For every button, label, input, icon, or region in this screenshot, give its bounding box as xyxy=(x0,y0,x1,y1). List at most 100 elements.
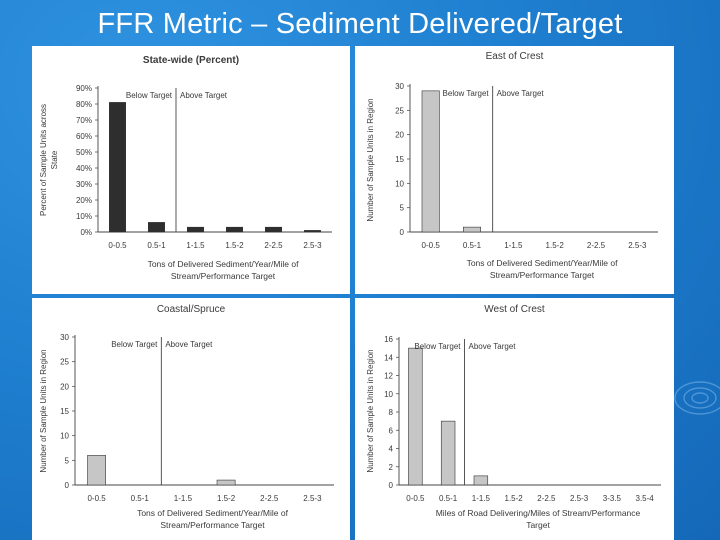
y-tick-label: 0 xyxy=(400,228,405,237)
x-tick-label: 2.5-3 xyxy=(570,494,589,503)
y-tick-label: 90% xyxy=(76,84,92,93)
x-tick-label: 0-0.5 xyxy=(87,494,106,503)
y-tick-label: 60% xyxy=(76,132,92,141)
water-ripple-decoration xyxy=(674,381,720,415)
bar-0-0.5 xyxy=(109,102,126,233)
y-tick-label: 50% xyxy=(76,148,92,157)
y-tick-label: 80% xyxy=(76,100,92,109)
y-tick-label: 5 xyxy=(400,204,405,213)
x-tick-label: 0-0.5 xyxy=(422,241,441,250)
y-tick-label: 40% xyxy=(76,164,92,173)
x-tick-label: 0.5-1 xyxy=(463,241,482,250)
x-tick-label: 1.5-2 xyxy=(505,494,524,503)
slide-title: FFR Metric – Sediment Delivered/Target xyxy=(97,8,623,40)
bar-2.5-3 xyxy=(304,230,321,233)
y-tick-label: 20 xyxy=(395,131,404,140)
bar-0.5-1 xyxy=(463,226,481,233)
bar-0.5-1 xyxy=(148,222,165,233)
bar-0-0.5 xyxy=(87,455,106,486)
x-tick-label: 2-2.5 xyxy=(264,241,283,250)
x-tick-label: 2-2.5 xyxy=(260,494,279,503)
y-axis-label: Number of Sample Units in Region xyxy=(366,98,375,221)
y-tick-label: 14 xyxy=(384,353,393,362)
y-tick-label: 30% xyxy=(76,180,92,189)
y-tick-label: 10 xyxy=(384,390,393,399)
x-tick-label: 1.5-2 xyxy=(217,494,236,503)
y-axis-label: Number of Sample Units in Region xyxy=(39,349,48,472)
y-tick-label: 20% xyxy=(76,196,92,205)
y-tick-label: 4 xyxy=(389,445,394,454)
y-tick-label: 6 xyxy=(389,426,394,435)
chart-title: East of Crest xyxy=(486,51,544,62)
chart-title: State-wide (Percent) xyxy=(143,55,239,66)
chart-title: Coastal/Spruce xyxy=(157,304,226,315)
y-tick-label: 8 xyxy=(389,408,394,417)
x-axis-label: Tons of Delivered Sediment/Year/Mile of xyxy=(137,508,289,518)
bar-0.5-1 xyxy=(440,420,456,486)
above-target-label: Above Target xyxy=(469,342,517,351)
above-target-label: Above Target xyxy=(180,91,228,100)
y-axis-label: State xyxy=(50,150,59,169)
bar-1-1.5 xyxy=(473,475,489,486)
y-axis-label: Percent of Sample Units across xyxy=(39,104,48,216)
y-tick-label: 15 xyxy=(60,407,69,416)
y-tick-label: 15 xyxy=(395,155,404,164)
y-axis-label: Number of Sample Units in Region xyxy=(366,349,375,472)
y-tick-label: 5 xyxy=(65,456,70,465)
x-tick-label: 1.5-2 xyxy=(546,241,565,250)
x-tick-label: 2-2.5 xyxy=(537,494,556,503)
y-tick-label: 20 xyxy=(60,382,69,391)
y-tick-label: 10 xyxy=(60,432,69,441)
chart-panel-east-of-crest: East of Crest 0 5 10 15 20 25 30 0-0.5 0.5-1 1-1.5… xyxy=(355,46,674,294)
bar-0-0.5 xyxy=(421,90,440,233)
chart-west-of-crest-svg: West of Crest 0 2 4 6 8 10 12 14 16 0-0.5 0.5-1 1-1.… xyxy=(366,304,661,530)
x-tick-label: 0-0.5 xyxy=(406,494,425,503)
x-tick-label: 1-1.5 xyxy=(186,241,205,250)
below-target-label: Below Target xyxy=(126,91,173,100)
y-tick-label: 30 xyxy=(60,333,69,342)
x-tick-label: 1-1.5 xyxy=(174,494,193,503)
chart-title: West of Crest xyxy=(484,304,545,315)
y-tick-label: 0 xyxy=(389,481,394,490)
y-tick-label: 70% xyxy=(76,116,92,125)
x-tick-label: 2-2.5 xyxy=(587,241,606,250)
x-axis-label: Stream/Performance Target xyxy=(490,270,595,280)
bar-1-1.5 xyxy=(187,226,204,233)
below-target-label: Below Target xyxy=(414,342,461,351)
y-tick-label: 10 xyxy=(395,179,404,188)
above-target-label: Above Target xyxy=(165,340,213,349)
bar-0-0.5 xyxy=(408,347,423,486)
x-axis-label: Target xyxy=(526,520,550,530)
bar-2-2.5 xyxy=(265,226,282,233)
x-tick-label: 0-0.5 xyxy=(108,241,127,250)
x-tick-label: 1.5-2 xyxy=(225,241,244,250)
y-tick-label: 10% xyxy=(76,212,92,221)
chart-east-of-crest-svg: East of Crest 0 5 10 15 20 25 30 0-0.5 0.5-1 1-1.5… xyxy=(366,51,658,280)
above-target-label: Above Target xyxy=(497,89,545,98)
x-axis-label: Stream/Performance Target xyxy=(171,271,276,281)
below-target-label: Below Target xyxy=(111,340,158,349)
y-tick-label: 0 xyxy=(65,481,70,490)
chart-statewide-svg: State-wide (Percent) 0% 10% 20% 30% 40% 50% 60%… xyxy=(39,55,332,281)
x-axis-label: Miles of Road Delivering/Miles of Stream… xyxy=(436,508,641,518)
x-tick-label: 0.5-1 xyxy=(147,241,166,250)
x-tick-label: 2.5-3 xyxy=(303,241,322,250)
chart-coastal-spruce-svg: Coastal/Spruce 0 5 10 15 20 25 30 0-0.5 0.5-1 1-1.… xyxy=(39,304,334,530)
x-tick-label: 3-3.5 xyxy=(603,494,622,503)
chart-panel-west-of-crest: West of Crest 0 2 4 6 8 10 12 14 16 0-0.5 0.5-1 1-1.… xyxy=(355,298,674,540)
y-tick-label: 12 xyxy=(384,372,393,381)
chart-panel-coastal-spruce: Coastal/Spruce 0 5 10 15 20 25 30 0-0.5 0.5-1 1-1.… xyxy=(32,298,350,540)
x-tick-label: 3.5-4 xyxy=(636,494,655,503)
chart-panel-statewide: State-wide (Percent) 0% 10% 20% 30% 40% 50% 60%… xyxy=(32,46,350,294)
y-tick-label: 25 xyxy=(395,106,404,115)
x-tick-label: 0.5-1 xyxy=(131,494,150,503)
y-tick-label: 16 xyxy=(384,335,393,344)
bar-1.5-2 xyxy=(226,226,243,233)
x-tick-label: 2.5-3 xyxy=(628,241,647,250)
bar-1.5-2 xyxy=(216,479,236,486)
y-tick-label: 25 xyxy=(60,358,69,367)
y-tick-label: 0% xyxy=(80,228,92,237)
x-tick-label: 1-1.5 xyxy=(504,241,523,250)
y-tick-label: 30 xyxy=(395,82,404,91)
x-axis-label: Tons of Delivered Sediment/Year/Mile of xyxy=(148,259,300,269)
